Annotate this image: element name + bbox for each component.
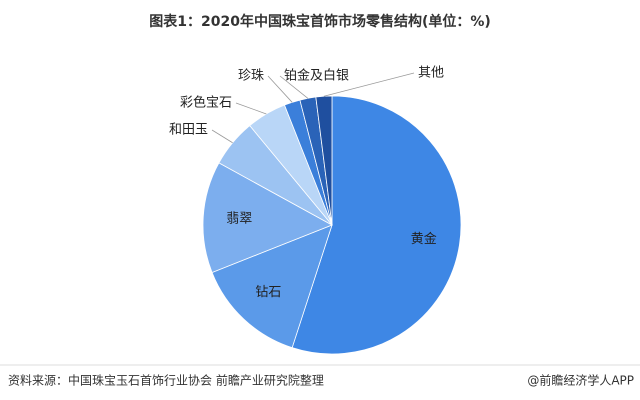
pie-slice <box>202 162 333 274</box>
leader-line <box>211 129 233 144</box>
slice-label: 其他 <box>418 66 444 81</box>
leader-line <box>279 75 309 99</box>
chart-title: 图表1：2020年中国珠宝首饰市场零售结构(单位：%) <box>149 13 491 30</box>
slice-label: 翡翠 <box>226 212 252 227</box>
pie-slice <box>211 224 333 349</box>
leader-line <box>235 102 267 115</box>
slice-label: 铂金及白银 <box>284 68 349 84</box>
credit: @前瞻经济学人APP <box>527 373 634 388</box>
slice-label: 黄金 <box>411 231 437 247</box>
source: 资料来源：中国珠宝玉石首饰行业协会 前瞻产业研究院整理 <box>8 373 324 388</box>
slice-label: 珍珠 <box>238 69 264 84</box>
leader-line <box>267 75 293 103</box>
slice-label: 和田玉 <box>169 123 208 138</box>
leader-line <box>323 72 415 97</box>
slice-label: 彩色宝石 <box>180 95 232 111</box>
slice-label: 钻石 <box>255 285 281 300</box>
pie-slice <box>291 95 462 355</box>
